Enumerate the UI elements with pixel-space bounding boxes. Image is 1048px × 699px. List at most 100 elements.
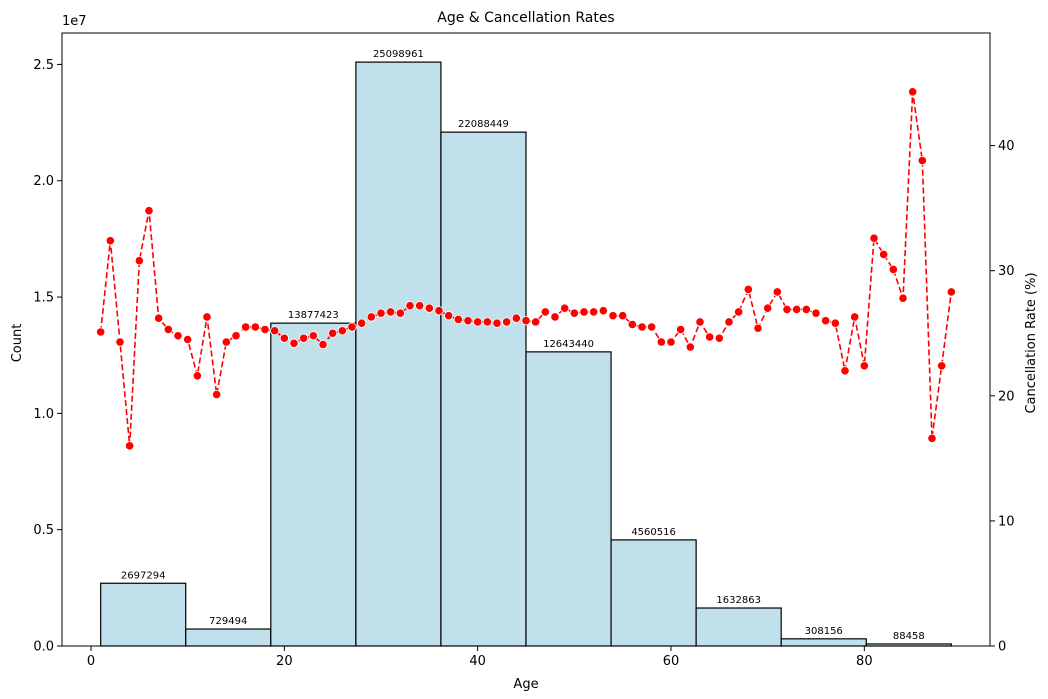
rate-point-30 <box>376 308 386 318</box>
rate-point-39 <box>463 316 473 326</box>
rate-point-21 <box>289 338 299 348</box>
bar-value-label-8: 1632863 <box>716 595 761 606</box>
rate-point-12 <box>202 312 212 322</box>
rate-point-29 <box>366 312 376 322</box>
rate-point-25 <box>328 328 338 338</box>
bar-value-label-3: 13877423 <box>288 310 339 321</box>
rate-point-58 <box>647 322 657 332</box>
rate-point-49 <box>560 303 570 313</box>
rate-point-89 <box>946 287 956 297</box>
rate-point-22 <box>299 333 309 343</box>
bar-value-label-9: 308156 <box>805 626 843 637</box>
y-left-tick-label-1: 0.5 <box>33 523 54 538</box>
rate-point-69 <box>753 323 763 333</box>
rate-point-43 <box>502 317 512 327</box>
rate-point-38 <box>453 314 463 325</box>
y-left-tick-label-3: 1.5 <box>33 291 54 306</box>
histogram-bar-6 <box>525 351 612 647</box>
rate-point-50 <box>569 308 579 318</box>
rate-point-77 <box>830 318 840 328</box>
rate-point-87 <box>927 433 937 443</box>
y-axis-left-title: Count <box>10 324 25 363</box>
bar-value-label-1: 2697294 <box>121 570 166 581</box>
rate-point-75 <box>811 308 821 318</box>
left-axis-multiplier: 1e7 <box>62 14 87 29</box>
x-tick-label-40: 40 <box>469 654 486 669</box>
y-left-tick-label-2: 1.0 <box>33 407 54 422</box>
rate-point-33 <box>405 301 415 311</box>
rate-point-2 <box>105 236 115 246</box>
rate-point-61 <box>676 324 686 335</box>
rate-point-6 <box>144 206 154 216</box>
rate-point-26 <box>337 326 347 336</box>
rate-point-8 <box>163 324 173 335</box>
y-left-tick-label-0: 0.0 <box>33 640 54 655</box>
rate-point-34 <box>415 301 425 311</box>
bar-value-label-10: 88458 <box>893 631 925 642</box>
histogram-bar-4 <box>355 61 442 647</box>
rate-point-5 <box>134 256 144 266</box>
rate-point-31 <box>386 307 396 317</box>
rate-point-24 <box>318 339 328 350</box>
histogram-bar-5 <box>440 131 527 647</box>
y-right-tick-label-10: 10 <box>998 514 1015 529</box>
x-tick-label-0: 0 <box>87 654 95 669</box>
rate-point-64 <box>705 332 715 342</box>
x-tick-label-20: 20 <box>276 654 293 669</box>
rate-point-72 <box>782 304 792 315</box>
rate-point-66 <box>724 317 734 327</box>
bar-value-label-4: 25098961 <box>373 49 424 60</box>
y-right-tick-label-30: 30 <box>998 264 1015 279</box>
rate-point-9 <box>173 331 183 341</box>
histogram-bar-labels: 2697294 729494 13877423 25098961 22088449 126… <box>121 49 925 642</box>
histogram-bar-1 <box>100 582 187 647</box>
rate-point-48 <box>550 312 560 322</box>
rate-point-17 <box>250 322 260 332</box>
rate-point-65 <box>714 333 724 343</box>
rate-point-54 <box>608 311 618 321</box>
rate-point-37 <box>444 311 454 321</box>
histogram-bar-2 <box>185 628 272 647</box>
rate-point-23 <box>308 331 318 341</box>
rate-point-63 <box>695 317 705 327</box>
bar-value-label-7: 4560516 <box>631 527 676 538</box>
bar-value-label-2: 729494 <box>209 616 247 627</box>
rate-point-53 <box>598 306 608 316</box>
rate-point-86 <box>917 156 927 166</box>
rate-point-85 <box>908 87 918 97</box>
rate-point-56 <box>627 319 637 330</box>
y-right-tick-label-40: 40 <box>998 139 1015 154</box>
rate-point-68 <box>743 284 753 295</box>
cancellation-rate-series <box>96 87 956 451</box>
rate-point-15 <box>231 331 241 341</box>
rate-point-10 <box>183 334 193 345</box>
rate-point-57 <box>637 322 647 332</box>
rate-point-55 <box>618 311 628 321</box>
rate-point-11 <box>192 371 202 381</box>
rate-point-28 <box>357 318 367 328</box>
rate-point-46 <box>531 317 541 327</box>
rate-point-13 <box>212 389 222 400</box>
x-tick-label-80: 80 <box>856 654 873 669</box>
rate-point-51 <box>579 307 589 317</box>
rate-point-59 <box>656 337 666 347</box>
y-left-tick-label-5: 2.5 <box>33 58 54 73</box>
rate-point-76 <box>821 316 831 326</box>
rate-point-41 <box>482 317 492 327</box>
rate-point-35 <box>424 303 434 313</box>
rate-point-45 <box>521 316 531 326</box>
rate-point-18 <box>260 324 270 335</box>
histogram-bar-7 <box>610 539 697 647</box>
rate-point-27 <box>347 322 357 332</box>
rate-point-32 <box>395 308 405 318</box>
rate-point-44 <box>511 313 521 323</box>
y-right-tick-label-0: 0 <box>998 640 1006 655</box>
rate-point-16 <box>241 322 251 332</box>
rate-point-70 <box>763 303 773 313</box>
rate-point-82 <box>879 249 889 260</box>
rate-point-14 <box>221 337 231 347</box>
rate-point-47 <box>540 307 550 317</box>
rate-point-71 <box>772 287 782 297</box>
rate-point-7 <box>154 313 164 323</box>
